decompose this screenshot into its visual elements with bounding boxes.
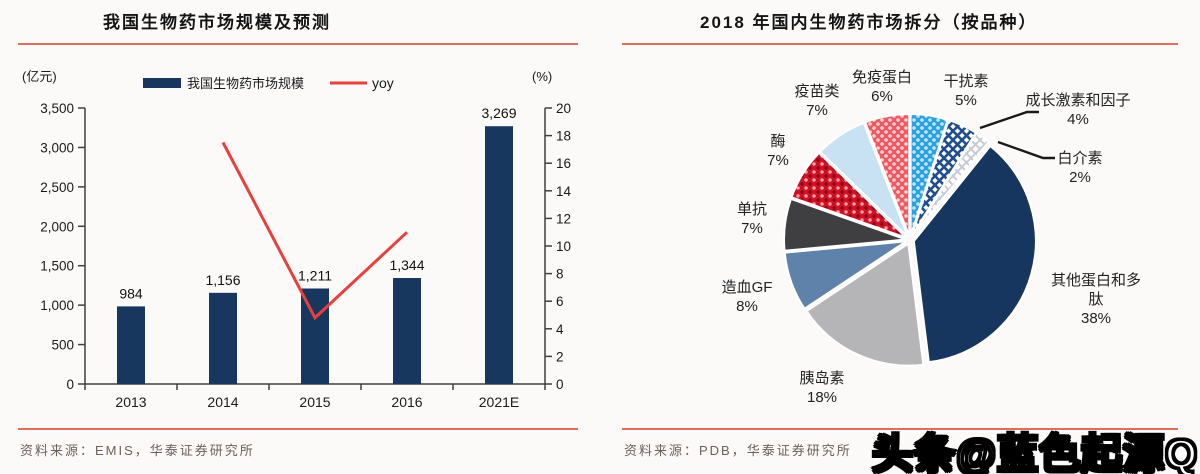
pie-slice-造血GF	[783, 240, 907, 311]
left-axis-tick-label: 3,000	[40, 140, 74, 155]
pie-label-免疫蛋白: 免疫蛋白	[852, 69, 912, 86]
pie-label-单抗: 单抗	[737, 201, 767, 218]
pie-slice-疫苗类	[818, 121, 909, 238]
pie-label-胰岛素: 胰岛素	[799, 370, 844, 387]
pie-label-疫苗类: 疫苗类	[794, 83, 839, 100]
right-title-rule	[622, 43, 1178, 45]
left-footer-rule	[18, 428, 578, 430]
right-source-note: 资料来源：PDB，华泰证券研究所	[624, 443, 852, 458]
right-chart-title: 2018 年国内生物药市场拆分（按品种）	[700, 13, 1038, 32]
bar-value-label: 3,269	[481, 105, 516, 121]
right-axis-tick-label: 16	[556, 156, 571, 171]
pie-label-酶: 7%	[767, 152, 789, 169]
right-axis-unit: (%)	[532, 69, 552, 84]
left-axis-tick-label: 1,000	[40, 298, 74, 313]
pie-slice-干扰素	[909, 113, 949, 237]
pie-slice-免疫蛋白	[863, 113, 911, 237]
legend-bar-label: 我国生物药市场规模	[187, 76, 304, 91]
pie-slice-其他蛋白和多肽	[912, 144, 1037, 364]
left-source-note: 资料来源：EMIS，华泰证券研究所	[20, 443, 255, 458]
yoy-line	[221, 141, 409, 321]
left-axis-tick-label: 3,500	[40, 101, 74, 116]
pie-label-疫苗类: 7%	[806, 102, 828, 119]
bar-value-label: 1,344	[389, 257, 424, 273]
pie-label-单抗: 7%	[741, 220, 763, 237]
pie-label-酶: 酶	[770, 133, 785, 150]
bar-value-label: 1,211	[298, 268, 332, 284]
pie-label-干扰素: 5%	[955, 92, 977, 109]
left-axis-tick-label: 1,500	[40, 259, 74, 274]
bar-2013	[117, 306, 145, 384]
right-axis-tick-label: 4	[556, 322, 564, 337]
bar-2016	[393, 278, 421, 384]
bar-value-label: 1,156	[205, 272, 240, 288]
left-axis-tick-label: 2,000	[40, 219, 74, 234]
x-category-label: 2015	[299, 394, 330, 410]
pie-label-其他蛋白和多肽: 38%	[1081, 310, 1111, 327]
x-category-label: 2014	[207, 394, 238, 410]
right-axis-tick-label: 8	[556, 267, 564, 282]
x-category-label: 2016	[391, 394, 422, 410]
pie-label-白介素: 2%	[1069, 169, 1091, 186]
right-axis-tick-label: 20	[556, 101, 571, 116]
bar-2015	[301, 288, 329, 384]
right-axis-tick-label: 6	[556, 294, 564, 309]
pie-label-干扰素: 干扰素	[943, 73, 988, 90]
pie-label-造血GF: 8%	[736, 298, 758, 315]
left-axis-tick-label: 500	[51, 338, 74, 353]
pie-slice-白介素	[911, 131, 991, 238]
right-axis-tick-label: 12	[556, 211, 571, 226]
left-axis-tick-label: 2,500	[40, 180, 74, 195]
bar-value-label: 984	[119, 285, 143, 301]
right-axis-tick-label: 2	[556, 349, 564, 364]
x-category-label: 2013	[115, 394, 146, 410]
right-footer-rule	[622, 428, 1178, 430]
x-category-label: 2021E	[479, 394, 519, 410]
pie-label-其他蛋白和多肽: 其他蛋白和多	[1051, 272, 1141, 289]
pie-label-白介素: 白介素	[1057, 150, 1102, 167]
legend-line-label: yoy	[372, 75, 394, 91]
bar-2021E	[485, 126, 513, 384]
pie-label-其他蛋白和多肽: 肽	[1088, 291, 1103, 308]
right-axis-tick-label: 10	[556, 239, 571, 254]
bar-line-chart: 我国生物药市场规模 yoy (亿元) (%) 0 500 1,000 1,500 2,000 2,…	[22, 69, 572, 410]
pie-label-造血GF: 造血GF	[722, 279, 773, 296]
pie-slice-酶	[790, 151, 908, 239]
pie-label-免疫蛋白: 6%	[871, 88, 893, 105]
right-axis-tick-label: 18	[556, 129, 571, 144]
left-axis-tick-label: 0	[66, 377, 74, 392]
pie-slice-胰岛素	[805, 241, 925, 367]
watermark-text: 头条@蓝色起源Q	[871, 430, 1199, 474]
leader-line-成长激素和因子	[979, 110, 1039, 130]
right-axis-tick-label: 14	[556, 184, 572, 199]
left-axis-unit: (亿元)	[22, 69, 57, 84]
legend-bar-swatch	[143, 78, 181, 88]
leader-line-白介素	[997, 140, 1055, 160]
pie-slice-单抗	[783, 197, 907, 252]
left-title-rule	[18, 43, 578, 45]
right-axis-tick-label: 0	[556, 377, 564, 392]
pie-label-成长激素和因子: 成长激素和因子	[1025, 92, 1130, 109]
left-chart-title: 我国生物药市场规模及预测	[103, 13, 331, 32]
bar-2014	[209, 292, 237, 384]
pie-label-成长激素和因子: 4%	[1067, 111, 1089, 128]
pie-label-胰岛素: 18%	[807, 389, 837, 406]
